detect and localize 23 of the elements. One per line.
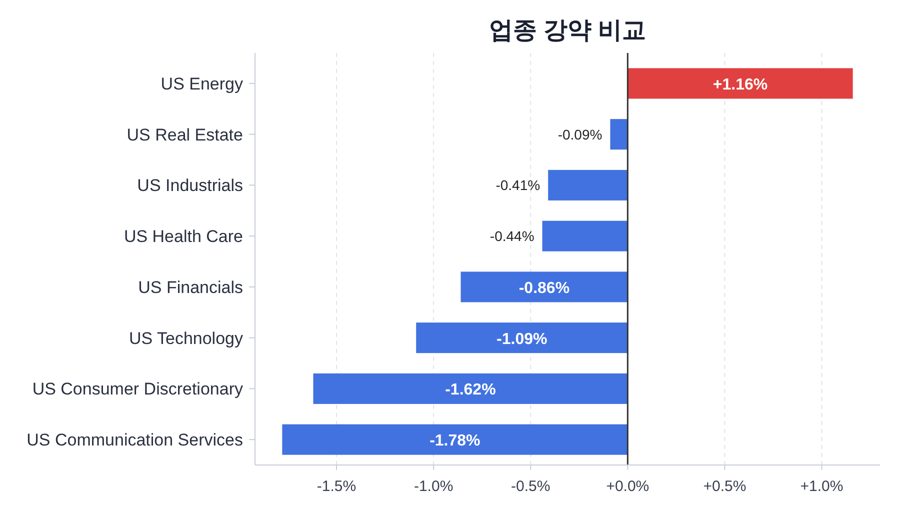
x-tick-label: +1.0% xyxy=(800,478,844,495)
data-label: -0.86% xyxy=(518,280,570,297)
y-tick-label: US Financials xyxy=(138,278,243,297)
data-label: -1.78% xyxy=(430,432,480,450)
x-tick-label: +0.5% xyxy=(703,478,746,495)
y-tick-label: US Technology xyxy=(128,328,244,348)
data-label: -0.41% xyxy=(496,177,540,194)
y-tick-label: US Health Care xyxy=(124,227,243,246)
x-tick-label: -0.5% xyxy=(511,478,550,495)
y-tick-label: US Consumer Discretionary xyxy=(32,380,244,399)
y-tick-label: US Communication Services xyxy=(26,430,243,450)
y-tick-label: US Industrials xyxy=(137,176,243,196)
x-tick-label: -1.5% xyxy=(316,478,356,495)
data-label: -0.44% xyxy=(490,228,534,244)
y-tick-label: US Energy xyxy=(160,74,244,94)
y-tick-label: US Real Estate xyxy=(126,125,243,144)
data-label: +1.16% xyxy=(712,76,768,94)
data-label: -1.62% xyxy=(445,382,496,399)
data-label: -1.09% xyxy=(496,330,548,348)
data-label: -0.09% xyxy=(558,126,602,142)
x-tick-label: -1.0% xyxy=(414,478,454,495)
x-tick-label: +0.0% xyxy=(606,478,650,495)
chart-title: 업종 강약 비교 xyxy=(488,17,646,44)
